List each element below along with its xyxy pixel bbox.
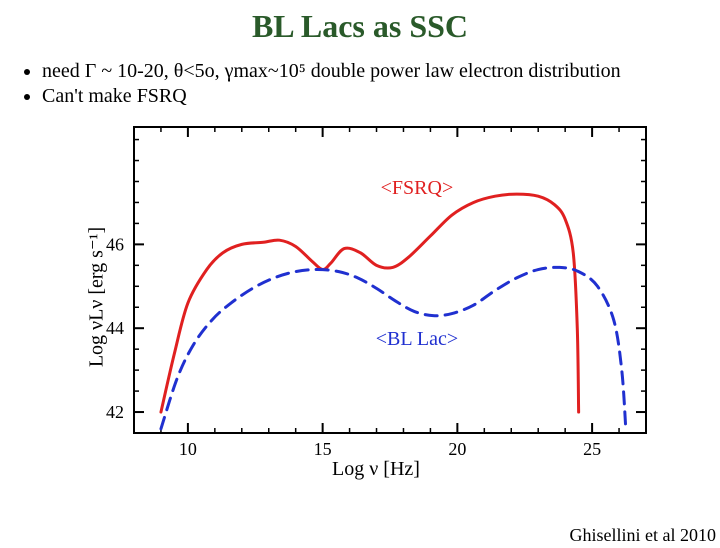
bullet-1: need Γ ~ 10-20, θ<5o, γmax~10⁵ double po… <box>42 59 720 84</box>
series-fsrq <box>161 194 579 412</box>
citation: Ghisellini et al 2010 <box>570 525 716 546</box>
svg-text:25: 25 <box>583 439 601 459</box>
svg-text:10: 10 <box>179 439 197 459</box>
svg-text:44: 44 <box>106 318 124 338</box>
svg-text:15: 15 <box>314 439 332 459</box>
chart-svg: 10 15 20 25 42 44 46 <FSRQ> <BL Lac> <box>86 117 666 477</box>
svg-text:20: 20 <box>448 439 466 459</box>
sed-chart: Log νLν [erg s⁻¹] 10152025424446<FSRQ><B… <box>86 117 666 477</box>
x-axis-label: Log ν [Hz] <box>332 458 420 481</box>
svg-text:42: 42 <box>106 402 124 422</box>
svg-text:46: 46 <box>106 234 124 254</box>
series-label-bl-lac: <BL Lac> <box>376 328 458 350</box>
series-label-fsrq: <FSRQ> <box>381 177 454 199</box>
bullet-2: Can't make FSRQ <box>42 84 720 109</box>
bullet-list: need Γ ~ 10-20, θ<5o, γmax~10⁵ double po… <box>24 59 720 109</box>
page-title: BL Lacs as SSC <box>0 8 720 45</box>
